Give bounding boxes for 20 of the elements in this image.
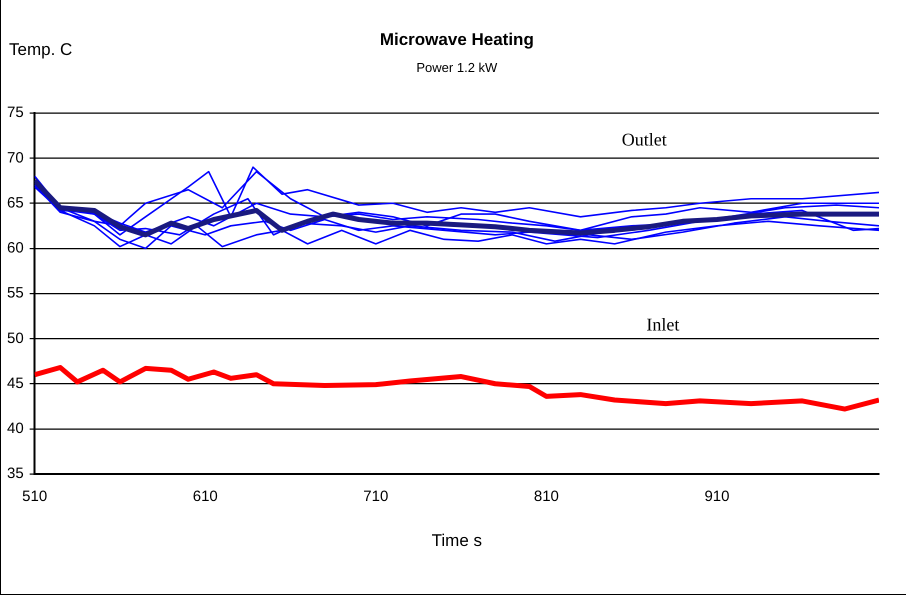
x-tick-label: 510: [22, 488, 48, 506]
annotation: Inlet: [646, 314, 680, 335]
annotation: Outlet: [622, 130, 667, 150]
y-tick-label: 40: [6, 420, 24, 438]
y-tick-label: 75: [6, 104, 24, 122]
x-tick-label: 710: [363, 488, 388, 506]
y-tick-label: 50: [6, 330, 24, 347]
y-axis-title: Temp. C: [9, 40, 72, 59]
y-tick-label: 35: [6, 465, 24, 482]
chart-subtitle: Power 1.2 kW: [416, 60, 498, 75]
x-axis-title: Time s: [432, 531, 482, 550]
chart-title: Microwave Heating: [380, 30, 534, 49]
y-tick-label: 65: [6, 194, 24, 212]
x-tick-label: 610: [192, 488, 218, 506]
y-tick-label: 45: [6, 374, 24, 392]
x-tick-label: 910: [704, 488, 730, 506]
y-tick-label: 70: [6, 149, 24, 166]
y-tick-label: 60: [6, 240, 24, 257]
y-tick-label: 55: [6, 284, 24, 302]
x-tick-label: 810: [534, 488, 559, 506]
